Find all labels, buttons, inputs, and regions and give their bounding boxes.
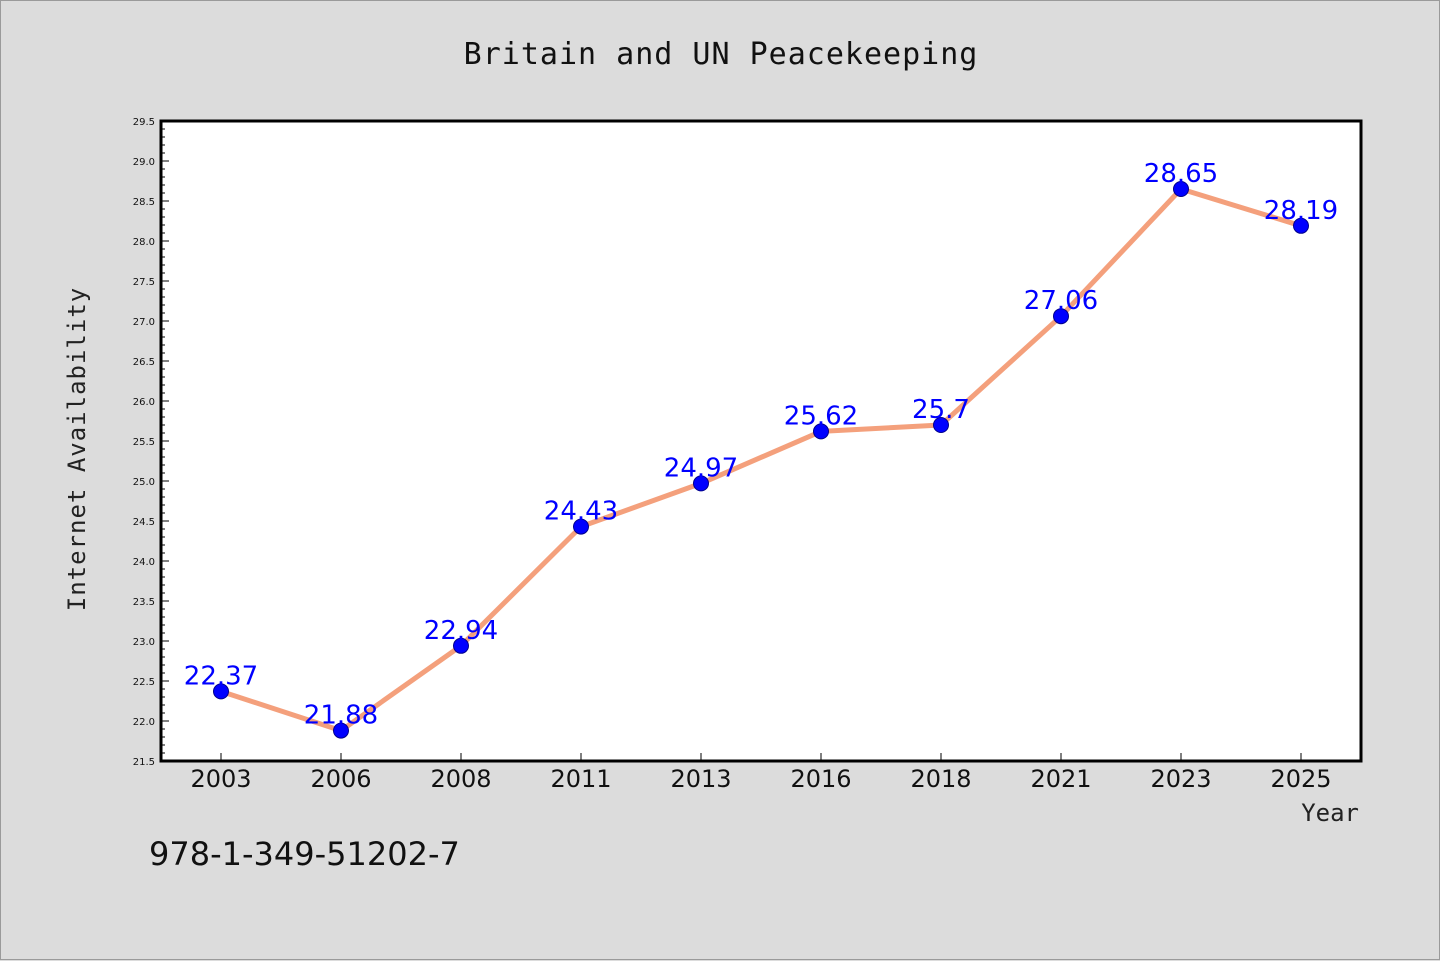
y-tick-label: 24.5: [133, 517, 155, 528]
x-axis: 2003 2006 2008 2011 2013 2016 2018 2021 2023 2025: [190, 753, 1332, 793]
x-tick-label: 2006: [310, 765, 371, 793]
y-tick-label: 26.0: [133, 397, 155, 408]
y-tick-label: 23.5: [133, 597, 155, 608]
series-layer: 22.37 21.88 22.94 24.43 24.97 25.62 25.7 27.06 2…: [184, 159, 1338, 739]
data-label: 22.37: [184, 661, 258, 691]
x-tick-label: 2008: [430, 765, 491, 793]
y-tick-label: 27.0: [133, 317, 155, 328]
data-label: 27.06: [1024, 286, 1098, 316]
data-point-marker: [1173, 181, 1189, 197]
data-label: 28.65: [1144, 159, 1218, 189]
data-label: 28.19: [1264, 196, 1338, 226]
data-point-marker: [573, 518, 589, 535]
y-tick-label: 27.5: [133, 277, 155, 288]
x-tick-label: 2016: [790, 765, 851, 793]
data-point-marker: [333, 722, 349, 739]
data-label: 25.62: [784, 401, 858, 431]
data-point-marker: [213, 683, 229, 700]
y-tick-label: 25.5: [133, 437, 155, 448]
y-tick-label: 25.0: [133, 477, 155, 488]
x-tick-label: 2018: [910, 765, 971, 793]
data-label: 25.7: [912, 395, 970, 425]
data-point-marker: [1053, 308, 1069, 325]
isbn-text: 978-1-349-51202-7: [149, 835, 460, 873]
x-tick-label: 2021: [1030, 765, 1091, 793]
x-tick-label: 2003: [190, 765, 251, 793]
x-axis-label: Year: [1301, 799, 1359, 827]
y-tick-label: 22.0: [133, 717, 155, 728]
data-label: 24.43: [544, 497, 618, 527]
y-tick-label: 29.0: [133, 157, 155, 168]
data-point-marker: [933, 417, 949, 433]
data-label: 24.97: [664, 453, 738, 483]
y-tick-label: 28.5: [133, 197, 155, 208]
y-tick-label: 23.0: [133, 637, 155, 648]
y-axis: 21.5 22.0 22.5 23.0 23.5 24.0 24.5 25.0 25.5 26.0…: [133, 117, 169, 768]
series-line: [220, 186, 1302, 734]
chart-title: Britain and UN Peacekeeping: [464, 37, 979, 72]
y-tick-label: 22.5: [133, 677, 155, 688]
y-tick-label: 26.5: [133, 357, 155, 368]
data-point-marker: [1293, 217, 1309, 234]
y-tick-label: 28.0: [133, 237, 155, 248]
x-tick-label: 2025: [1270, 765, 1331, 793]
data-point-marker: [453, 637, 469, 654]
data-point-marker: [693, 475, 709, 492]
data-label: 22.94: [424, 616, 498, 646]
x-tick-label: 2011: [550, 765, 611, 793]
y-tick-label: 24.0: [133, 557, 155, 568]
y-axis-label: Internet Availability: [63, 287, 91, 611]
data-point-marker: [813, 423, 829, 440]
x-tick-label: 2023: [1150, 765, 1211, 793]
x-tick-label: 2013: [670, 765, 731, 793]
data-label: 21.88: [304, 701, 378, 731]
y-tick-label: 21.5: [133, 757, 155, 768]
plot-area: [159, 119, 1363, 763]
y-tick-label: 29.5: [133, 117, 155, 128]
